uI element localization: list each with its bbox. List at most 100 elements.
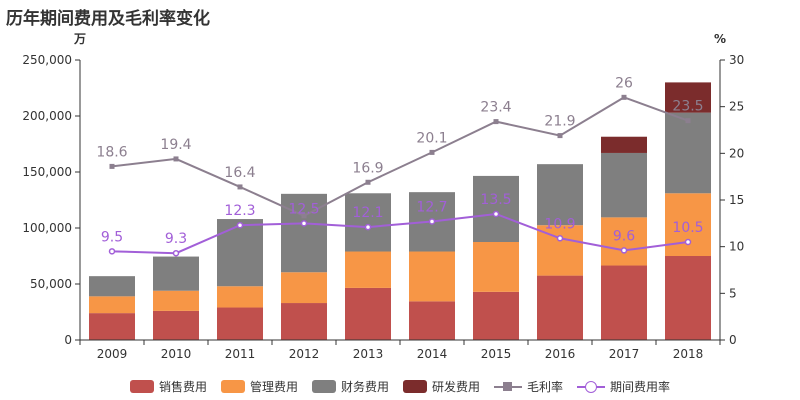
legend-swatch-sales <box>129 380 154 393</box>
bar-2013-s2 <box>345 193 391 252</box>
data-label-gross-margin-2011: 16.4 <box>224 165 255 181</box>
right-tick-label: 20 <box>729 146 744 160</box>
data-label-expense-ratio-2015: 13.5 <box>480 192 511 208</box>
bar-2017-s1 <box>601 217 647 266</box>
bar-2011-s2 <box>217 219 263 287</box>
data-label-expense-ratio-2010: 9.3 <box>165 231 187 247</box>
legend-item-expense-ratio[interactable]: 期间费用率 <box>577 378 670 395</box>
legend-label-gross-margin: 毛利率 <box>527 380 564 394</box>
legend-swatch-gross-margin <box>494 381 523 393</box>
bar-2016-s1 <box>537 225 583 276</box>
bar-2015-s2 <box>473 175 519 242</box>
point-gross-margin-2010 <box>173 156 179 162</box>
left-tick-label: 0 <box>64 333 72 347</box>
right-tick-label: 25 <box>729 100 744 114</box>
bar-2018-s1 <box>665 193 711 256</box>
bar-2015-s0 <box>473 291 519 340</box>
left-tick-label: 50,000 <box>30 277 72 291</box>
left-tick-label: 250,000 <box>22 53 72 67</box>
bar-2015-s1 <box>473 242 519 292</box>
chart-title: 历年期间费用及毛利率变化 <box>6 9 210 29</box>
data-label-gross-margin-2017: 26 <box>615 75 633 91</box>
data-label-gross-margin-2015: 23.4 <box>480 100 511 116</box>
left-tick-label: 150,000 <box>22 165 72 179</box>
bar-2014-s0 <box>409 301 455 340</box>
bar-2011-s1 <box>217 286 263 308</box>
left-axis-unit: 万 <box>73 32 86 46</box>
data-label-expense-ratio-2014: 12.7 <box>416 199 447 215</box>
point-gross-margin-2015 <box>493 119 499 125</box>
bar-2009-s0 <box>89 313 135 340</box>
bar-2010-s1 <box>153 290 199 311</box>
x-tick-label: 2012 <box>289 347 320 361</box>
point-gross-margin-2013 <box>365 179 371 185</box>
left-tick-label: 200,000 <box>22 109 72 123</box>
bar-2017-s3 <box>601 136 647 153</box>
bar-2018-s0 <box>665 256 711 340</box>
bar-2013-s1 <box>345 251 391 288</box>
x-tick-label: 2011 <box>225 347 256 361</box>
point-expense-ratio-2016 <box>556 235 564 242</box>
data-label-expense-ratio-2011: 12.3 <box>224 203 255 219</box>
bar-2012-s0 <box>281 303 327 340</box>
data-labels-layer: 18.6 19.4 16.4 16.9 20.1 23.4 21.9 26 23.5 9.5 9.3… <box>96 75 703 247</box>
data-label-expense-ratio-2009: 9.5 <box>101 229 123 245</box>
bar-2018-s3 <box>665 82 711 113</box>
point-expense-ratio-2013 <box>364 223 372 231</box>
data-label-gross-margin-2018: 23.5 <box>672 99 703 115</box>
legend-label-sales: 销售费用 <box>158 380 207 394</box>
data-label-expense-ratio-2012: 12.5 <box>288 201 319 217</box>
data-label-gross-margin-2016: 21.9 <box>544 114 575 130</box>
bar-2017-s0 <box>601 265 647 340</box>
point-gross-margin-2017 <box>621 94 627 100</box>
bar-2017-s2 <box>601 152 647 218</box>
bars-layer <box>89 82 711 340</box>
point-gross-margin-2018 <box>685 118 691 124</box>
data-label-gross-margin-2010: 19.4 <box>160 137 191 153</box>
right-tick-label: 5 <box>729 286 737 300</box>
legend: 销售费用 管理费用 财务费用 研发费用 毛利率 期间费用率 <box>0 378 800 395</box>
data-label-expense-ratio-2018: 10.5 <box>672 220 703 236</box>
x-tick-label: 2016 <box>545 347 576 361</box>
legend-item-rd[interactable]: 研发费用 <box>403 378 480 395</box>
legend-item-admin[interactable]: 管理费用 <box>220 378 298 395</box>
bar-2010-s0 <box>153 310 199 340</box>
data-label-gross-margin-2014: 20.1 <box>416 130 447 146</box>
right-tick-label: 30 <box>729 53 744 67</box>
data-label-expense-ratio-2016: 10.9 <box>544 216 575 232</box>
data-label-expense-ratio-2017: 9.6 <box>613 228 635 244</box>
bar-2009-s1 <box>89 296 135 314</box>
data-label-expense-ratio-2013: 12.1 <box>352 205 383 221</box>
bar-2014-s1 <box>409 251 455 302</box>
x-tick-label: 2013 <box>353 347 384 361</box>
legend-swatch-admin <box>220 380 245 393</box>
point-expense-ratio-2011 <box>236 221 244 229</box>
data-label-gross-margin-2009: 18.6 <box>96 144 127 160</box>
legend-item-gross-margin[interactable]: 毛利率 <box>494 378 563 395</box>
legend-swatch-rd <box>403 380 427 393</box>
x-tick-label: 2018 <box>673 347 704 361</box>
point-expense-ratio-2009 <box>108 248 116 255</box>
legend-item-sales[interactable]: 销售费用 <box>129 378 207 395</box>
bar-2009-s2 <box>89 276 135 297</box>
bar-2013-s0 <box>345 287 391 340</box>
point-expense-ratio-2017 <box>620 247 628 254</box>
bar-2011-s0 <box>217 307 263 340</box>
legend-label-finance: 财务费用 <box>340 380 389 394</box>
x-tick-label: 2017 <box>609 347 640 361</box>
right-tick-label: 0 <box>729 333 737 347</box>
bar-2016-s0 <box>537 275 583 340</box>
lines-layer <box>108 94 692 257</box>
bar-2010-s2 <box>153 256 199 291</box>
x-tick-label: 2015 <box>481 347 512 361</box>
x-tick-label: 2009 <box>97 347 128 361</box>
x-tick-label: 2010 <box>161 347 192 361</box>
point-expense-ratio-2010 <box>172 249 180 257</box>
point-expense-ratio-2015 <box>492 210 500 218</box>
x-tick-label: 2014 <box>417 347 448 361</box>
point-gross-margin-2009 <box>109 163 115 169</box>
left-tick-label: 100,000 <box>22 221 72 235</box>
point-gross-margin-2012 <box>301 213 307 219</box>
legend-item-finance[interactable]: 财务费用 <box>311 378 389 395</box>
